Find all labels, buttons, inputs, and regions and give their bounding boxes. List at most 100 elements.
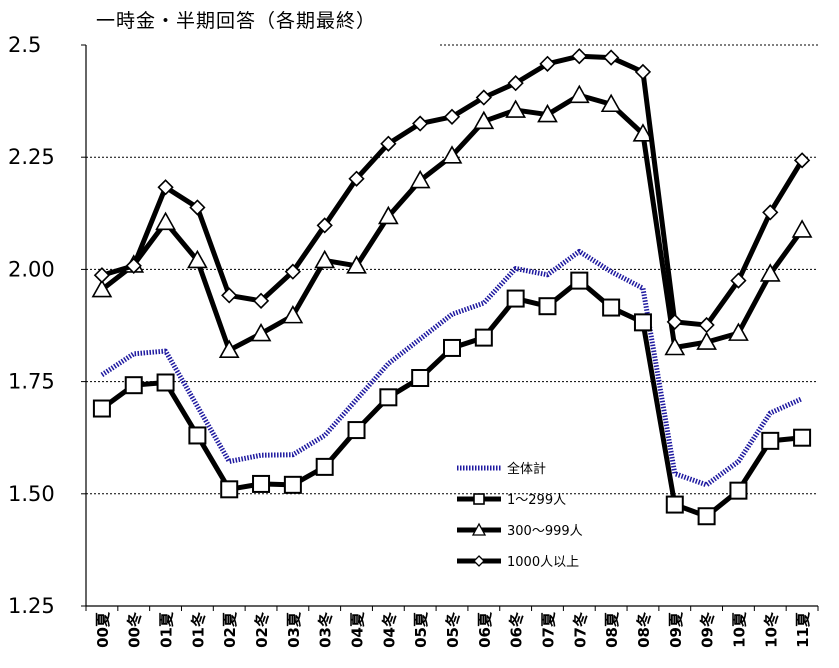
x-tick-label: 08冬 [635,612,653,648]
square-marker [761,431,780,450]
legend-label: 1000人以上 [507,555,579,570]
square-marker [474,328,493,347]
triangle-marker [314,249,336,269]
triangle-marker [187,249,208,269]
square-marker [156,373,175,392]
diamond-marker [666,313,683,331]
triangle-marker [409,169,431,189]
x-tick-label: 09夏 [667,611,685,648]
y-tick-label: 2.5 [8,33,41,57]
series-line [100,248,804,488]
square-marker [633,313,652,332]
legend-item: 全体計 [457,461,546,477]
diamond-marker [793,152,811,169]
triangle-marker [441,145,463,164]
series-0 [100,248,804,488]
triangle-marker [346,255,367,274]
triangle-marker [250,322,272,342]
triangle-marker [377,205,399,225]
square-marker [570,271,589,290]
x-tick-label: 02夏 [221,611,239,648]
square-marker [665,495,684,514]
x-tick-label: 03夏 [285,611,303,648]
legend-label: 1～299人 [507,493,566,508]
diamond-marker [634,63,652,81]
diamond-marker [539,55,556,72]
series-3 [93,48,811,334]
triangle-marker [282,304,304,324]
diamond-marker [762,204,779,221]
y-tick-label: 2.00 [8,257,55,281]
x-tick-label: 00冬 [126,612,144,648]
y-tick-label: 2.25 [8,145,55,169]
series-line [100,92,805,353]
x-tick-label: 10夏 [730,611,748,648]
diamond-marker [571,48,588,65]
triangle-marker [664,336,686,356]
triangle-marker [155,211,176,231]
diamond-marker [380,135,397,152]
x-tick-label: 04冬 [380,612,398,648]
square-marker [379,388,398,407]
x-tick-label: 07夏 [539,611,557,648]
x-tick-label: 01夏 [158,611,176,648]
y-tick-label: 1.25 [8,594,55,618]
triangle-marker [91,278,113,298]
diamond-marker [602,49,620,66]
y-tick-label: 1.75 [8,370,55,394]
x-tick-label: 01冬 [189,612,207,648]
square-marker [283,475,302,494]
diamond-marker [284,263,302,280]
square-marker [506,289,525,308]
triangle-marker [791,219,813,238]
square-marker [315,457,334,476]
y-tick-labels: 1.25 1.50 1.75 2.00 2.25 2.5 [8,33,55,618]
square-marker [697,507,716,526]
x-tick-label: 06夏 [476,611,494,648]
square-marker [92,399,111,418]
x-tick-label: 05冬 [444,612,462,648]
x-tick-label: 09冬 [699,612,717,648]
diamond-marker [93,267,111,284]
x-tick-label: 10冬 [762,612,780,648]
square-marker [411,369,430,388]
triangle-marker [696,331,717,350]
triangle-marker [473,110,495,130]
diamond-marker [730,272,747,289]
triangle-marker [505,99,527,118]
square-marker [252,474,271,493]
triangle-marker [600,93,622,113]
legend-square-marker [473,493,485,505]
legend-diamond-marker [473,555,485,567]
legend-label: 全体計 [507,461,546,477]
diamond-marker [348,170,365,187]
diamond-marker [125,257,142,274]
square-marker [347,421,366,440]
y-tick-label: 1.50 [8,482,55,506]
triangle-marker [728,322,749,341]
triangle-marker [568,84,590,104]
diamond-marker [221,287,238,304]
square-marker [220,480,239,499]
x-tick-labels: 00夏 00冬 01夏 01冬 02夏 02冬 03夏 03冬 04夏 04冬 05夏 05冬 06夏 0… [94,611,812,648]
x-tick-label: 03冬 [317,612,335,648]
square-marker [793,428,812,447]
diamond-marker [507,75,524,92]
x-tick-label: 05夏 [412,611,430,648]
square-marker [188,426,207,445]
diamond-marker [443,108,461,125]
triangle-marker [759,263,781,282]
legend-triangle-marker [471,522,487,536]
diamond-marker [157,179,174,196]
diamond-marker [475,89,492,106]
square-marker [443,338,461,357]
x-tick-label: 06冬 [508,612,526,648]
diamond-marker [189,199,206,216]
legend-item: 300～999人 [457,522,583,539]
x-tick-label: 08夏 [603,611,621,648]
square-marker [729,481,748,500]
chart-title: 一時金・半期回答（各期最終） [96,10,377,32]
triangle-marker [218,339,240,358]
x-tick-label: 02冬 [253,612,271,648]
series-1 [92,271,812,526]
